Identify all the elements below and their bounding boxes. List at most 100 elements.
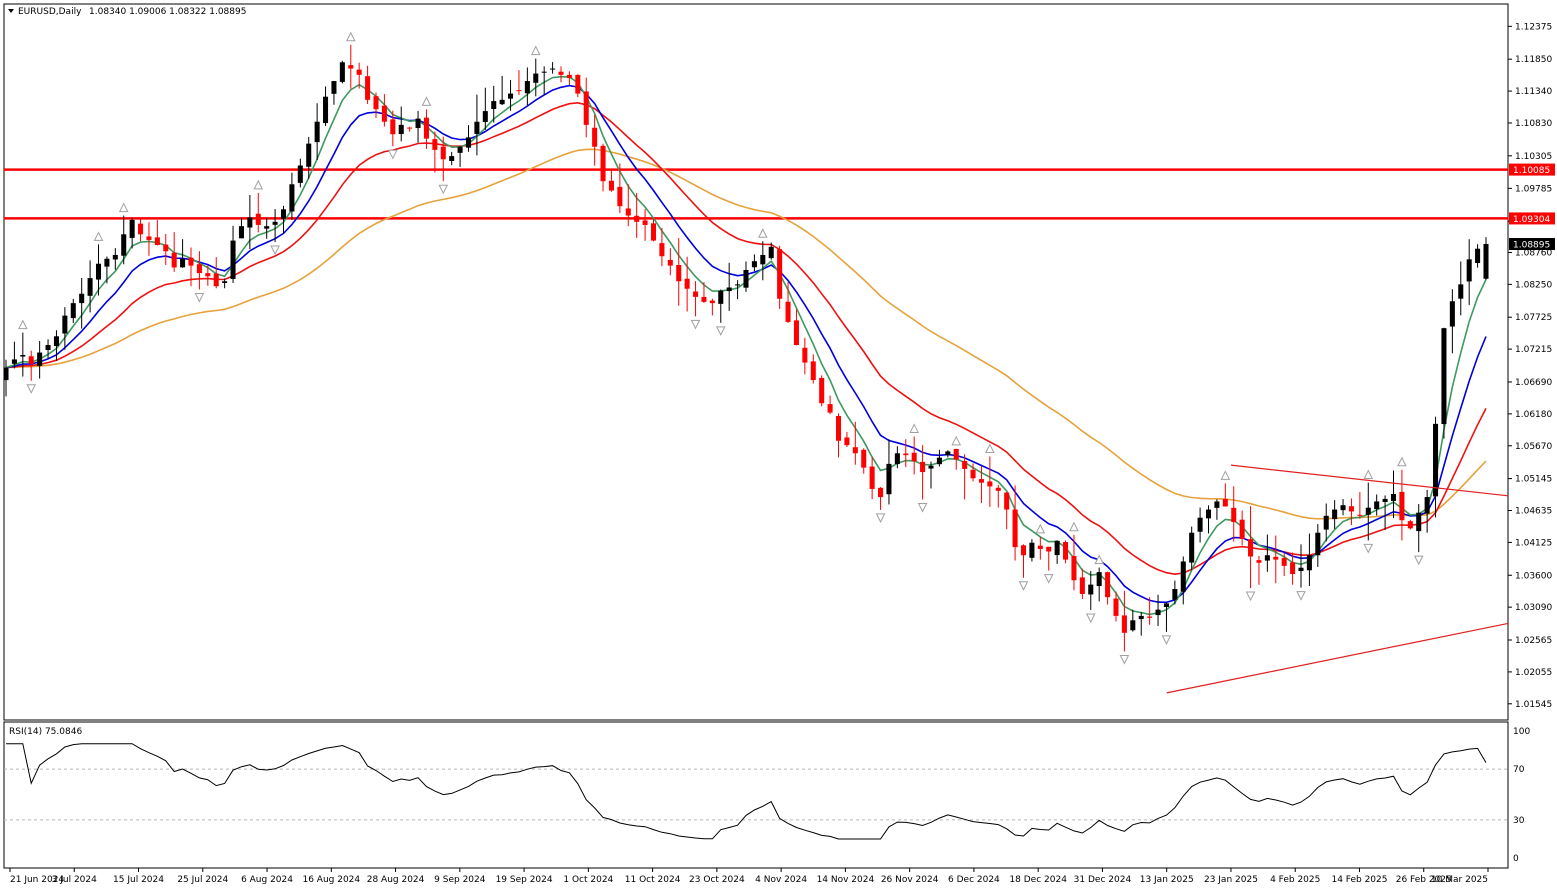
candle xyxy=(516,70,522,95)
candle xyxy=(1020,544,1027,578)
candle xyxy=(457,145,463,167)
candle xyxy=(693,281,699,317)
fractal-up-icon xyxy=(530,45,541,56)
candle xyxy=(659,227,665,267)
candle xyxy=(987,456,993,507)
candle xyxy=(625,184,631,227)
candle xyxy=(1332,500,1338,529)
candle xyxy=(432,131,438,173)
price-panel xyxy=(3,3,1509,721)
candle xyxy=(793,309,799,346)
candle xyxy=(524,67,530,106)
candle xyxy=(390,110,396,147)
trendlines[interactable] xyxy=(1166,464,1509,694)
candle xyxy=(508,79,514,111)
candle xyxy=(1441,327,1447,439)
ema-21-line xyxy=(5,101,1487,576)
candle xyxy=(583,77,589,138)
candle xyxy=(1197,507,1203,543)
fractal-down-icon xyxy=(1413,555,1424,566)
candle xyxy=(213,257,219,289)
candle xyxy=(53,330,59,362)
rsi-tick-label: 30 xyxy=(1513,816,1525,826)
rsi-tick-label: 70 xyxy=(1513,765,1525,775)
candle xyxy=(844,431,850,447)
x-tick-label: 14 Feb 2025 xyxy=(1331,875,1387,885)
candle xyxy=(365,65,371,105)
rsi-panel xyxy=(3,721,1509,869)
x-tick-label: 23 Oct 2024 xyxy=(689,875,745,885)
candle xyxy=(264,217,270,239)
candle xyxy=(1466,239,1472,306)
candle xyxy=(1037,536,1043,560)
symbol-title: EURUSD,Daily xyxy=(18,7,82,17)
y-tick-label: 1.08760 xyxy=(1515,248,1552,258)
fractal-up-icon xyxy=(985,443,995,454)
candle xyxy=(356,62,362,89)
fractal-up-icon xyxy=(1220,470,1231,480)
candle xyxy=(205,265,211,286)
candle xyxy=(1315,524,1321,567)
candle xyxy=(835,413,842,458)
candle xyxy=(62,307,68,350)
candle xyxy=(163,234,169,265)
candle xyxy=(1189,526,1195,571)
fractal-up-icon xyxy=(1094,554,1104,565)
candle xyxy=(398,106,404,142)
candle xyxy=(768,242,774,260)
candle xyxy=(1357,492,1363,519)
candle xyxy=(1231,486,1237,542)
candle xyxy=(953,448,959,470)
symbol-menu-icon[interactable] xyxy=(8,9,14,13)
candle xyxy=(1407,519,1413,530)
candle xyxy=(138,219,144,242)
fractal-down-icon xyxy=(438,184,449,195)
x-tick-label: 15 Jul 2024 xyxy=(113,875,164,885)
candle xyxy=(1298,544,1304,588)
candle xyxy=(1348,498,1354,525)
fractals xyxy=(18,31,1424,665)
y-tick-label: 1.12375 xyxy=(1515,22,1552,32)
x-tick-label: 11 Oct 2024 xyxy=(625,875,681,885)
x-tick-label: 13 Jan 2025 xyxy=(1140,875,1194,885)
candle xyxy=(104,256,110,284)
candle xyxy=(129,217,135,249)
fractal-down-icon xyxy=(1043,574,1054,584)
candle xyxy=(650,218,657,242)
ema-50-line xyxy=(5,148,1487,520)
candle xyxy=(1382,495,1388,531)
candle xyxy=(558,66,564,83)
rsi-level-lines xyxy=(4,768,1508,821)
y-tick-label: 1.01545 xyxy=(1515,700,1552,710)
x-tick-label: 18 Dec 2024 xyxy=(1009,875,1067,885)
horizontal-levels[interactable] xyxy=(4,168,1508,220)
candle xyxy=(112,248,118,270)
candle xyxy=(945,450,951,458)
x-tick-label: 19 Sep 2024 xyxy=(496,875,553,885)
candle xyxy=(566,71,572,85)
candle xyxy=(482,87,488,131)
x-tick-label: 4 Feb 2025 xyxy=(1270,875,1320,885)
candle xyxy=(3,359,9,397)
fractal-up-icon xyxy=(1363,469,1374,480)
trendline-0[interactable] xyxy=(1230,464,1509,497)
candle xyxy=(1046,546,1052,571)
candle xyxy=(928,461,934,489)
candlesticks xyxy=(3,44,1489,652)
candle xyxy=(331,80,337,105)
candle xyxy=(802,337,808,375)
candle xyxy=(180,239,186,268)
candle xyxy=(1239,510,1245,546)
candle xyxy=(575,74,581,98)
fractal-down-icon xyxy=(690,319,701,330)
candle xyxy=(810,354,816,384)
candle xyxy=(1449,289,1455,354)
candle xyxy=(87,260,93,313)
candle xyxy=(1130,609,1136,632)
candle xyxy=(146,222,152,256)
candle xyxy=(306,136,312,179)
trendline-1[interactable] xyxy=(1166,622,1509,694)
candle xyxy=(449,151,455,166)
y-tick-label: 1.07215 xyxy=(1515,345,1552,355)
